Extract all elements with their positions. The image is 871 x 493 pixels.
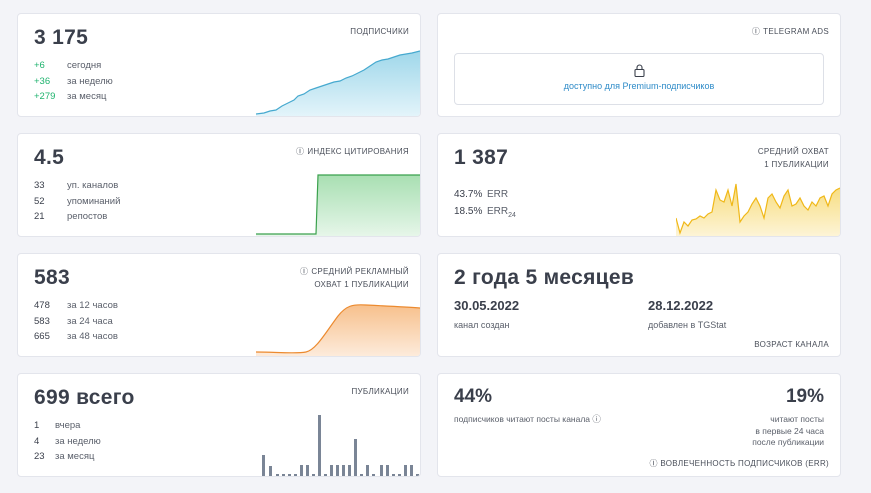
engagement-readers-label: подписчиков читают посты канала ⓘ [454, 414, 601, 424]
citation-index-caption: ⓘ ИНДЕКС ЦИТИРОВАНИЯ [296, 147, 409, 156]
posts-bar [330, 465, 333, 476]
posts-stats: 1 вчера 4 за неделю 23 за месяц [34, 418, 101, 465]
channel-age-card: 2 года 5 месяцев 30.05.2022 канал создан… [437, 253, 841, 357]
ad-reach-line [256, 304, 420, 354]
info-icon: ⓘ [296, 147, 305, 156]
err-row: 43.7% ERR [454, 189, 509, 200]
telegram-ads-caption: ⓘ TELEGRAM ADS [751, 27, 829, 36]
average-reach-value: 1 387 [454, 146, 509, 169]
ad-reach-area [256, 304, 420, 356]
stat-row: +279 за месяц [34, 91, 107, 102]
average-reach-card[interactable]: 1 387 СРЕДНИЙ ОХВАТ 1 ПУБЛИКАЦИИ 43.7% ER… [437, 133, 841, 237]
created-date: 30.05.2022 [454, 298, 520, 313]
stat-row: 52 упоминаний [34, 195, 121, 207]
stat-row: 478 за 12 часов [34, 300, 118, 311]
lock-icon [633, 64, 645, 77]
posts-bar [318, 415, 321, 476]
posts-bar [366, 465, 369, 476]
info-icon: ⓘ [300, 267, 309, 276]
citation-index-card[interactable]: 4.5 ⓘ ИНДЕКС ЦИТИРОВАНИЯ 33 уп. каналов 52… [17, 133, 421, 237]
stat-row: 1 вчера [34, 420, 81, 431]
stat-row: +6 сегодня [34, 60, 102, 71]
stat-row: 23 за месяц [34, 451, 95, 462]
posts-bar [360, 474, 363, 476]
added-date: 28.12.2022 [648, 298, 714, 313]
posts-bar [416, 474, 419, 476]
posts-bar [306, 465, 309, 476]
posts-bar [262, 455, 265, 476]
posts-bar [372, 474, 375, 476]
subscribers-count: 3 175 [34, 26, 89, 49]
posts-bar [282, 474, 285, 476]
stat-row: 33 уп. каналов [34, 180, 119, 191]
info-icon[interactable]: ⓘ [592, 414, 601, 424]
subscribers-area [256, 51, 420, 116]
premium-lock-box[interactable]: доступно для Premium-подписчиков [454, 53, 824, 105]
posts-bar [348, 465, 351, 476]
telegram-ads-card: ⓘ TELEGRAM ADS доступно для Premium-подпи… [437, 13, 841, 117]
ad-reach-sparkline [256, 304, 420, 356]
posts-bar [294, 474, 297, 476]
posts-bar [276, 474, 279, 476]
citation-index-value: 4.5 [34, 146, 65, 169]
posts-bar [324, 474, 327, 476]
citation-line [256, 174, 420, 235]
err24-row: 18.5% ERR24 [454, 206, 516, 219]
posts-bar [269, 466, 272, 476]
average-reach-caption: СРЕДНИЙ ОХВАТ 1 ПУБЛИКАЦИИ [757, 147, 829, 169]
premium-link[interactable]: доступно для Premium-подписчиков [563, 81, 715, 91]
engagement-card: 44% подписчиков читают посты канала ⓘ 19… [437, 373, 841, 477]
posts-bar [288, 474, 291, 476]
posts-bar [410, 465, 413, 476]
info-icon: ⓘ [751, 27, 761, 36]
posts-bar [342, 465, 345, 476]
engagement-pct-readers: 44% [454, 386, 493, 407]
citation-area [256, 175, 420, 236]
engagement-caption: ⓘ ВОВЛЕЧЕННОСТЬ ПОДПИСЧИКОВ (ERR) [649, 459, 829, 468]
reach-area [676, 184, 840, 236]
subscribers-line [256, 50, 420, 115]
subscribers-stats: +6 сегодня +36 за неделю +279 за месяц [34, 58, 113, 105]
posts-bar [386, 465, 389, 476]
posts-card[interactable]: 699 всего ПУБЛИКАЦИИ 1 вчера 4 за неделю 2… [17, 373, 421, 477]
ad-reach-caption: ⓘ СРЕДНИЙ РЕКЛАМНЫЙ ОХВАТ 1 ПУБЛИКАЦИИ [300, 267, 409, 289]
posts-bar [336, 465, 339, 476]
posts-bar [392, 474, 395, 476]
citation-sparkline [256, 174, 420, 236]
channel-age-value: 2 года 5 месяцев [454, 266, 635, 289]
engagement-24h-label: читают посты в первые 24 часа после публ… [752, 414, 824, 447]
posts-bar [398, 474, 401, 476]
info-icon: ⓘ [649, 459, 658, 468]
ad-reach-stats: 478 за 12 часов 583 за 24 часа 665 за 48 ча… [34, 298, 118, 345]
stat-row: 583 за 24 часа [34, 315, 113, 327]
posts-bar [300, 465, 303, 476]
err-stats: 43.7% ERR 18.5% ERR24 [454, 186, 516, 220]
stat-row: 665 за 48 часов [34, 331, 118, 342]
posts-bar-chart [262, 415, 419, 476]
posts-bar [312, 474, 315, 476]
posts-total: 699 всего [34, 386, 135, 409]
stat-row: +36 за неделю [34, 75, 113, 87]
posts-bar [380, 465, 383, 476]
channel-age-caption: ВОЗРАСТ КАНАЛА [754, 340, 829, 349]
engagement-pct-24h: 19% [785, 386, 824, 407]
posts-bar [404, 465, 407, 476]
stat-row: 21 репостов [34, 211, 108, 222]
posts-caption: ПУБЛИКАЦИИ [351, 387, 409, 396]
subscribers-card[interactable]: 3 175 ПОДПИСЧИКИ +6 сегодня +36 за неделю … [17, 13, 421, 117]
stat-row: 4 за неделю [34, 435, 101, 447]
added-label: добавлен в TGStat [648, 320, 727, 330]
ad-reach-card[interactable]: 583 ⓘ СРЕДНИЙ РЕКЛАМНЫЙ ОХВАТ 1 ПУБЛИКАЦИ… [17, 253, 421, 357]
reach-line [676, 183, 840, 235]
citation-stats: 33 уп. каналов 52 упоминаний 21 репостов [34, 178, 120, 225]
ad-reach-value: 583 [34, 266, 70, 289]
posts-bar [354, 439, 357, 476]
reach-sparkline [676, 183, 840, 236]
subscribers-caption: ПОДПИСЧИКИ [350, 27, 409, 36]
created-label: канал создан [454, 320, 510, 330]
subscribers-sparkline [256, 50, 420, 116]
